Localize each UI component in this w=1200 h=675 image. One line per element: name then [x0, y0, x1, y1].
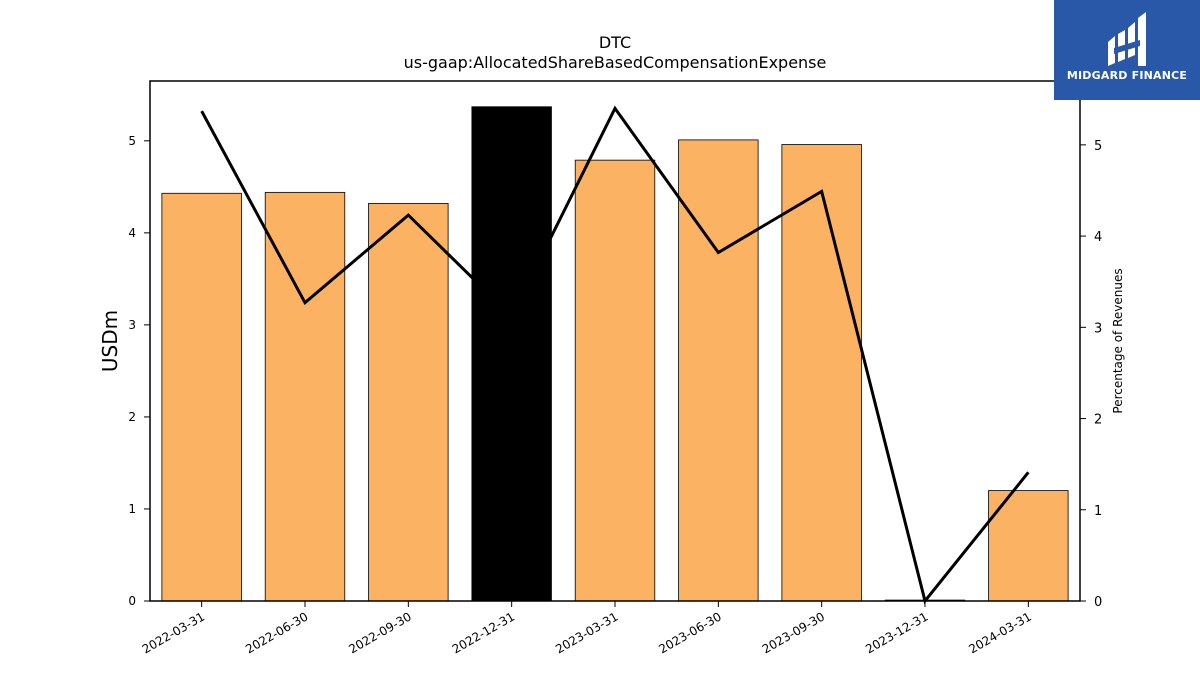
x-tick-label: 2023-09-30 — [760, 609, 827, 656]
y2-axis-label: Percentage of Revenues — [1111, 268, 1125, 413]
x-axis: 2022-03-31 2022-06-30 2022-09-30 2022-12-31… — [140, 601, 1034, 656]
y-axis-label: USDm — [98, 310, 122, 372]
x-tick-label: 2023-06-30 — [656, 609, 723, 656]
x-tick-label: 2022-12-31 — [450, 609, 517, 656]
bar — [471, 106, 552, 602]
line-series — [200, 105, 1030, 605]
y2-tick-label: 1 — [1094, 504, 1102, 519]
line-path — [200, 105, 1030, 605]
y-tick-label: 4 — [128, 226, 136, 240]
y-tick-label: 0 — [128, 594, 136, 608]
right-axis: 0 1 2 3 4 5 — [1080, 139, 1102, 610]
x-tick-label: 2023-12-31 — [863, 609, 930, 656]
y2-tick-label: 5 — [1094, 139, 1102, 154]
x-tick-label: 2022-09-30 — [346, 609, 413, 656]
y2-tick-label: 3 — [1094, 321, 1102, 336]
y2-tick-label: 2 — [1094, 413, 1102, 428]
chart-title: DTC — [599, 33, 631, 52]
bar — [368, 203, 449, 602]
x-tick-label: 2022-06-30 — [243, 609, 310, 656]
brand-logo: MIDGARD FINANCE — [1054, 0, 1200, 100]
y-tick-label: 5 — [128, 134, 136, 148]
y-tick-label: 1 — [128, 502, 136, 516]
x-tick-label: 2024-03-31 — [966, 609, 1033, 656]
bar — [678, 139, 759, 602]
y-tick-label: 2 — [128, 410, 136, 424]
chart-subtitle: us-gaap:AllocatedShareBasedCompensationE… — [404, 53, 827, 72]
x-tick-label: 2023-03-31 — [553, 609, 620, 656]
bar-series — [161, 106, 1069, 602]
y-tick-label: 3 — [128, 318, 136, 332]
y2-tick-label: 0 — [1094, 595, 1102, 610]
bar — [264, 191, 346, 602]
bar — [161, 192, 242, 602]
bar — [781, 144, 862, 602]
y2-tick-label: 4 — [1094, 230, 1102, 245]
left-axis: 0 1 2 3 4 5 — [128, 134, 150, 608]
x-tick-label: 2022-03-31 — [140, 609, 207, 656]
logo-mark-icon — [1108, 12, 1146, 66]
bar — [574, 159, 656, 602]
brand-name: MIDGARD FINANCE — [1066, 69, 1188, 82]
